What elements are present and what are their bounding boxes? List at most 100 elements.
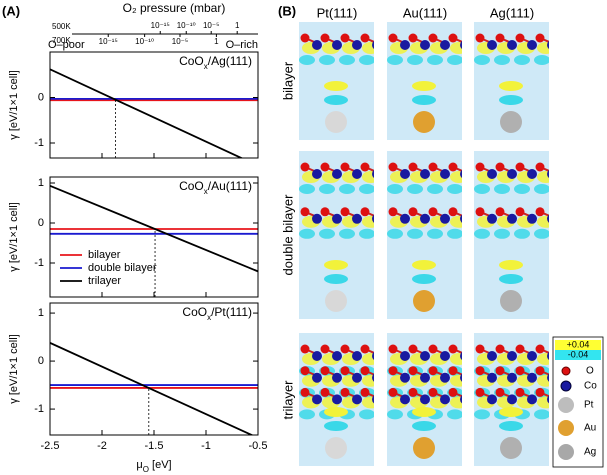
- y-axis-label: γ [eV/1×1 cell]: [8, 334, 20, 403]
- atom: [372, 395, 374, 404]
- atom: [312, 394, 322, 405]
- annotation: O–rich: [226, 39, 258, 51]
- density-blob: [427, 184, 443, 194]
- atom: [400, 40, 410, 50]
- atom: [420, 40, 430, 50]
- atom: [440, 169, 450, 179]
- atom: [475, 387, 485, 397]
- atom: [420, 351, 430, 361]
- atom: [372, 352, 374, 360]
- plot-area: [50, 68, 258, 158]
- legend-label: Pt: [584, 400, 594, 411]
- metal-atom: [500, 111, 522, 133]
- density-blob: [324, 95, 348, 105]
- atom: [440, 372, 450, 383]
- metal-atom: [500, 290, 522, 312]
- atom: [372, 170, 374, 178]
- density-blob: [534, 409, 549, 420]
- y-tick-label: 1: [38, 177, 44, 189]
- atom: [527, 169, 537, 179]
- density-blob: [339, 55, 355, 65]
- density-blob: [359, 228, 374, 239]
- atom: [352, 372, 362, 383]
- density-blob: [412, 81, 436, 91]
- atom: [535, 366, 545, 376]
- atom: [535, 387, 545, 397]
- density-blob: [474, 228, 490, 239]
- atom: [495, 344, 505, 354]
- density-blob: [537, 374, 549, 387]
- density-blob: [427, 228, 443, 239]
- atom: [440, 351, 450, 361]
- legend-label: Co: [584, 381, 597, 392]
- atom: [360, 344, 370, 354]
- density-blob: [537, 396, 549, 409]
- density-blob: [450, 171, 462, 183]
- title-part: CoO: [179, 179, 204, 193]
- density-blob: [387, 184, 403, 194]
- density-blob: [499, 407, 523, 417]
- atom: [360, 33, 370, 43]
- density-blob: [534, 184, 549, 194]
- atom: [420, 213, 430, 224]
- atom: [312, 213, 322, 224]
- atom: [495, 366, 505, 376]
- atom: [448, 366, 458, 376]
- panel-label: (B): [278, 3, 296, 18]
- density-blob: [359, 409, 374, 420]
- density-blob: [494, 55, 510, 65]
- title-part: /Ag(111): [208, 54, 252, 68]
- atom: [352, 169, 362, 179]
- atom: [428, 387, 438, 397]
- density-blob: [319, 55, 335, 65]
- atom: [515, 162, 525, 172]
- atom: [360, 366, 370, 376]
- atom: [428, 33, 438, 43]
- atom: [460, 373, 462, 382]
- density-blob: [534, 55, 549, 65]
- legend-atom: [558, 420, 574, 436]
- top-axis-tick-label: 10⁻⁵: [172, 37, 188, 46]
- atom: [340, 33, 350, 43]
- column-header: Ag(111): [490, 5, 534, 20]
- atom: [448, 387, 458, 397]
- atom: [460, 41, 462, 49]
- density-blob: [324, 260, 348, 270]
- atom: [400, 351, 410, 361]
- atom: [487, 40, 497, 50]
- atom: [388, 33, 398, 43]
- title-part: x: [204, 62, 208, 71]
- atom: [300, 366, 310, 376]
- x-tick-label: -1.5: [145, 440, 164, 452]
- atom: [300, 207, 310, 217]
- plot-frame: [49, 302, 259, 436]
- density-blob: [362, 215, 374, 228]
- atom: [300, 344, 310, 354]
- atom: [527, 394, 537, 405]
- title-part: x: [204, 187, 208, 196]
- y-axis-label: γ [eV/1×1 cell]: [8, 202, 20, 271]
- density-blob: [387, 55, 403, 65]
- plot-area: [50, 184, 258, 297]
- legend-atom: [561, 366, 571, 376]
- top-axis-tick-label: 10⁻¹⁰: [177, 21, 196, 30]
- density-blob: [447, 55, 462, 65]
- panel-label: (A): [2, 3, 20, 18]
- density-blob: [299, 55, 315, 65]
- density-blob: [412, 407, 436, 417]
- atom: [507, 394, 517, 405]
- atom: [352, 351, 362, 361]
- density-blob: [447, 184, 462, 194]
- atom: [340, 344, 350, 354]
- atom: [440, 213, 450, 224]
- atom: [388, 366, 398, 376]
- density-blob: [427, 55, 443, 65]
- atom: [440, 40, 450, 50]
- y-tick-label: 0: [38, 355, 44, 367]
- y-tick-label: -1: [34, 137, 44, 149]
- top-axis-row-label: 500K: [52, 22, 71, 31]
- atom: [388, 387, 398, 397]
- density-legend: +0.04 -0.04 O Co Pt Au Ag: [552, 336, 604, 468]
- density-blob: [514, 55, 530, 65]
